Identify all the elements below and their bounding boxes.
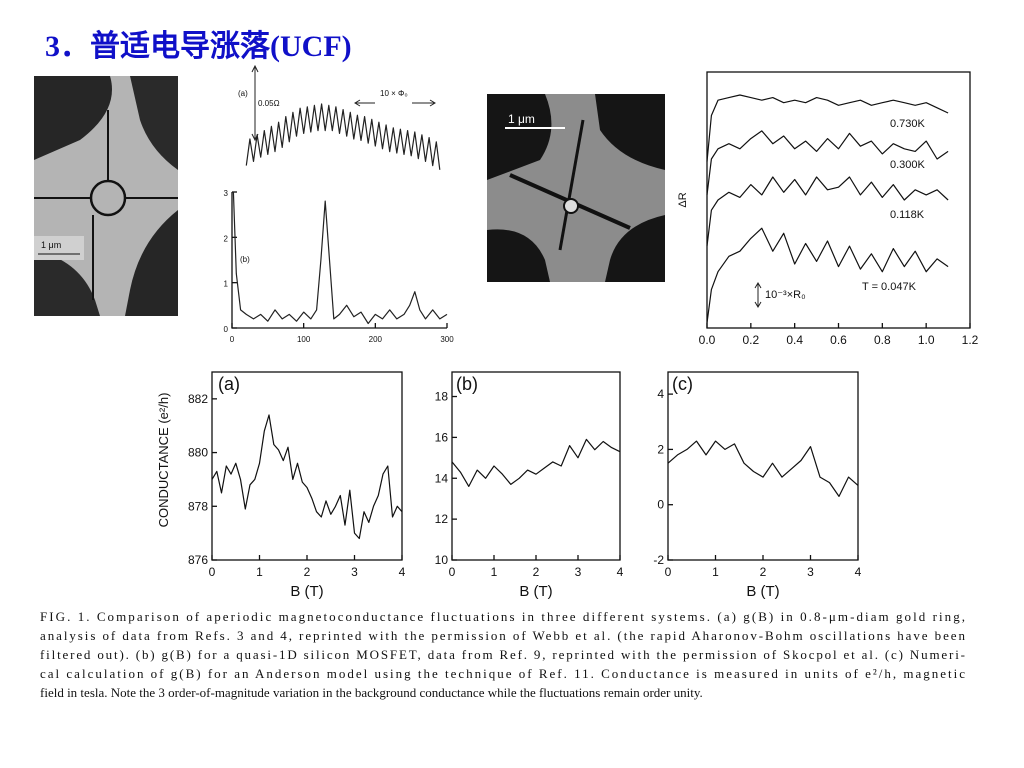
panel-label: (c) <box>672 374 693 394</box>
annotation: 10 × Φ₀ <box>380 89 408 98</box>
x-tick-label: 1 <box>712 565 719 579</box>
caption-line: FIG. 1. Comparison of aperiodic magnetoc… <box>40 609 965 624</box>
x-tick-label: 300 <box>440 335 454 344</box>
panel-label: (a) <box>238 89 248 98</box>
caption-line: field in tesla. Note the 3 order-of-magn… <box>40 685 703 700</box>
y-tick-label: 1 <box>224 280 229 289</box>
plot-frame <box>706 71 971 329</box>
data-line <box>706 94 949 162</box>
plot-frame <box>451 371 621 561</box>
data-line <box>706 130 949 195</box>
series-label: 0.730K <box>890 118 926 130</box>
x-tick-label: 1.0 <box>918 333 935 347</box>
plot-frame <box>667 371 859 561</box>
y-tick-label: 18 <box>435 390 449 404</box>
x-axis-label: B (T) <box>519 583 552 600</box>
y-tick-label: 2 <box>224 234 229 243</box>
panel-label: (a) <box>218 374 240 394</box>
x-tick-label: 2 <box>533 565 540 579</box>
y-tick-label: 12 <box>435 512 449 526</box>
caption-line: cal calculation of g(B) for an Anderson … <box>40 666 965 681</box>
axes <box>231 192 447 329</box>
slide-title: 3．普适电导涨落(UCF) <box>45 29 352 63</box>
annotation: 10⁻³×R₀ <box>765 289 806 301</box>
panel-label: (b) <box>456 374 478 394</box>
plot-frame <box>211 371 403 561</box>
x-tick-label: 3 <box>351 565 358 579</box>
x-tick-label: 4 <box>855 565 862 579</box>
x-tick-label: 0 <box>230 335 235 344</box>
y-tick-label: 14 <box>435 471 449 485</box>
y-tick-label: 878 <box>188 499 208 513</box>
x-axis-label: B (T) <box>746 583 779 600</box>
y-tick-label: 4 <box>657 387 664 401</box>
x-tick-label: 3 <box>575 565 582 579</box>
caption-line: analysis of data from Refs. 3 and 4, rep… <box>40 628 966 643</box>
chart: 0 1 2 3 4 876 878 880 882 (a) B (T) CONDUCTANCE (e²… <box>156 371 406 600</box>
x-tick-label: 0.6 <box>830 333 847 347</box>
y-tick-label: -2 <box>653 553 664 567</box>
x-tick-label: 0.0 <box>699 333 716 347</box>
x-tick-label: 200 <box>369 335 383 344</box>
x-tick-label: 4 <box>399 565 406 579</box>
y-tick-label: 880 <box>188 446 208 460</box>
y-tick-label: 0 <box>657 498 664 512</box>
x-tick-label: 0.4 <box>786 333 803 347</box>
caption-line: filtered out). (b) g(B) for a quasi-1D s… <box>40 647 965 662</box>
x-tick-label: 1 <box>491 565 498 579</box>
x-tick-label: 0.2 <box>742 333 759 347</box>
series-label: 0.300K <box>890 159 926 171</box>
data-line <box>667 440 859 497</box>
data-line <box>245 103 441 170</box>
x-tick-label: 2 <box>304 565 311 579</box>
data-line <box>451 438 621 487</box>
data-line <box>706 227 949 323</box>
x-tick-label: 4 <box>617 565 624 579</box>
scale-label: 1 μm <box>508 112 535 126</box>
x-tick-label: 100 <box>297 335 311 344</box>
x-axis-label: B (T) <box>290 583 323 600</box>
y-axis-label: ΔR <box>677 192 689 207</box>
x-tick-label: 0.8 <box>874 333 891 347</box>
chart: 0.0 0.2 0.4 0.6 0.8 1.0 1.2 0.730K 0.300K 0.118K T… <box>677 71 979 347</box>
chart: 0 100 200 300 0 1 2 3 (b) <box>224 189 455 344</box>
chart: (a) 0.05Ω 10 × Φ₀ <box>238 89 441 170</box>
y-tick-label: 3 <box>224 189 229 198</box>
x-tick-label: 0 <box>449 565 456 579</box>
data-line <box>211 414 403 540</box>
scale-label: 1 μm <box>41 240 61 250</box>
x-tick-label: 1.2 <box>962 333 979 347</box>
caption: FIG. 1. Comparison of aperiodic magnetoc… <box>40 609 966 700</box>
x-tick-label: 0 <box>209 565 216 579</box>
photo-mosfet: 1 μm <box>487 94 665 282</box>
data-line <box>232 191 448 325</box>
photo-ring: 1 μm <box>34 76 178 316</box>
y-tick-label: 10 <box>435 553 449 567</box>
panel-label: (b) <box>240 255 250 264</box>
y-tick-label: 0 <box>224 325 229 334</box>
y-tick-label: 882 <box>188 392 208 406</box>
y-tick-label: 2 <box>657 442 664 456</box>
series-label: 0.118K <box>890 209 925 221</box>
x-tick-label: 0 <box>665 565 672 579</box>
x-tick-label: 3 <box>807 565 814 579</box>
x-tick-label: 1 <box>256 565 263 579</box>
y-tick-label: 16 <box>435 430 449 444</box>
y-tick-label: 876 <box>188 553 208 567</box>
data-line <box>706 176 949 247</box>
y-axis-label: CONDUCTANCE (e²/h) <box>156 393 171 528</box>
x-tick-label: 2 <box>760 565 767 579</box>
annotation: 0.05Ω <box>258 99 280 108</box>
series-label: T = 0.047K <box>862 281 917 293</box>
